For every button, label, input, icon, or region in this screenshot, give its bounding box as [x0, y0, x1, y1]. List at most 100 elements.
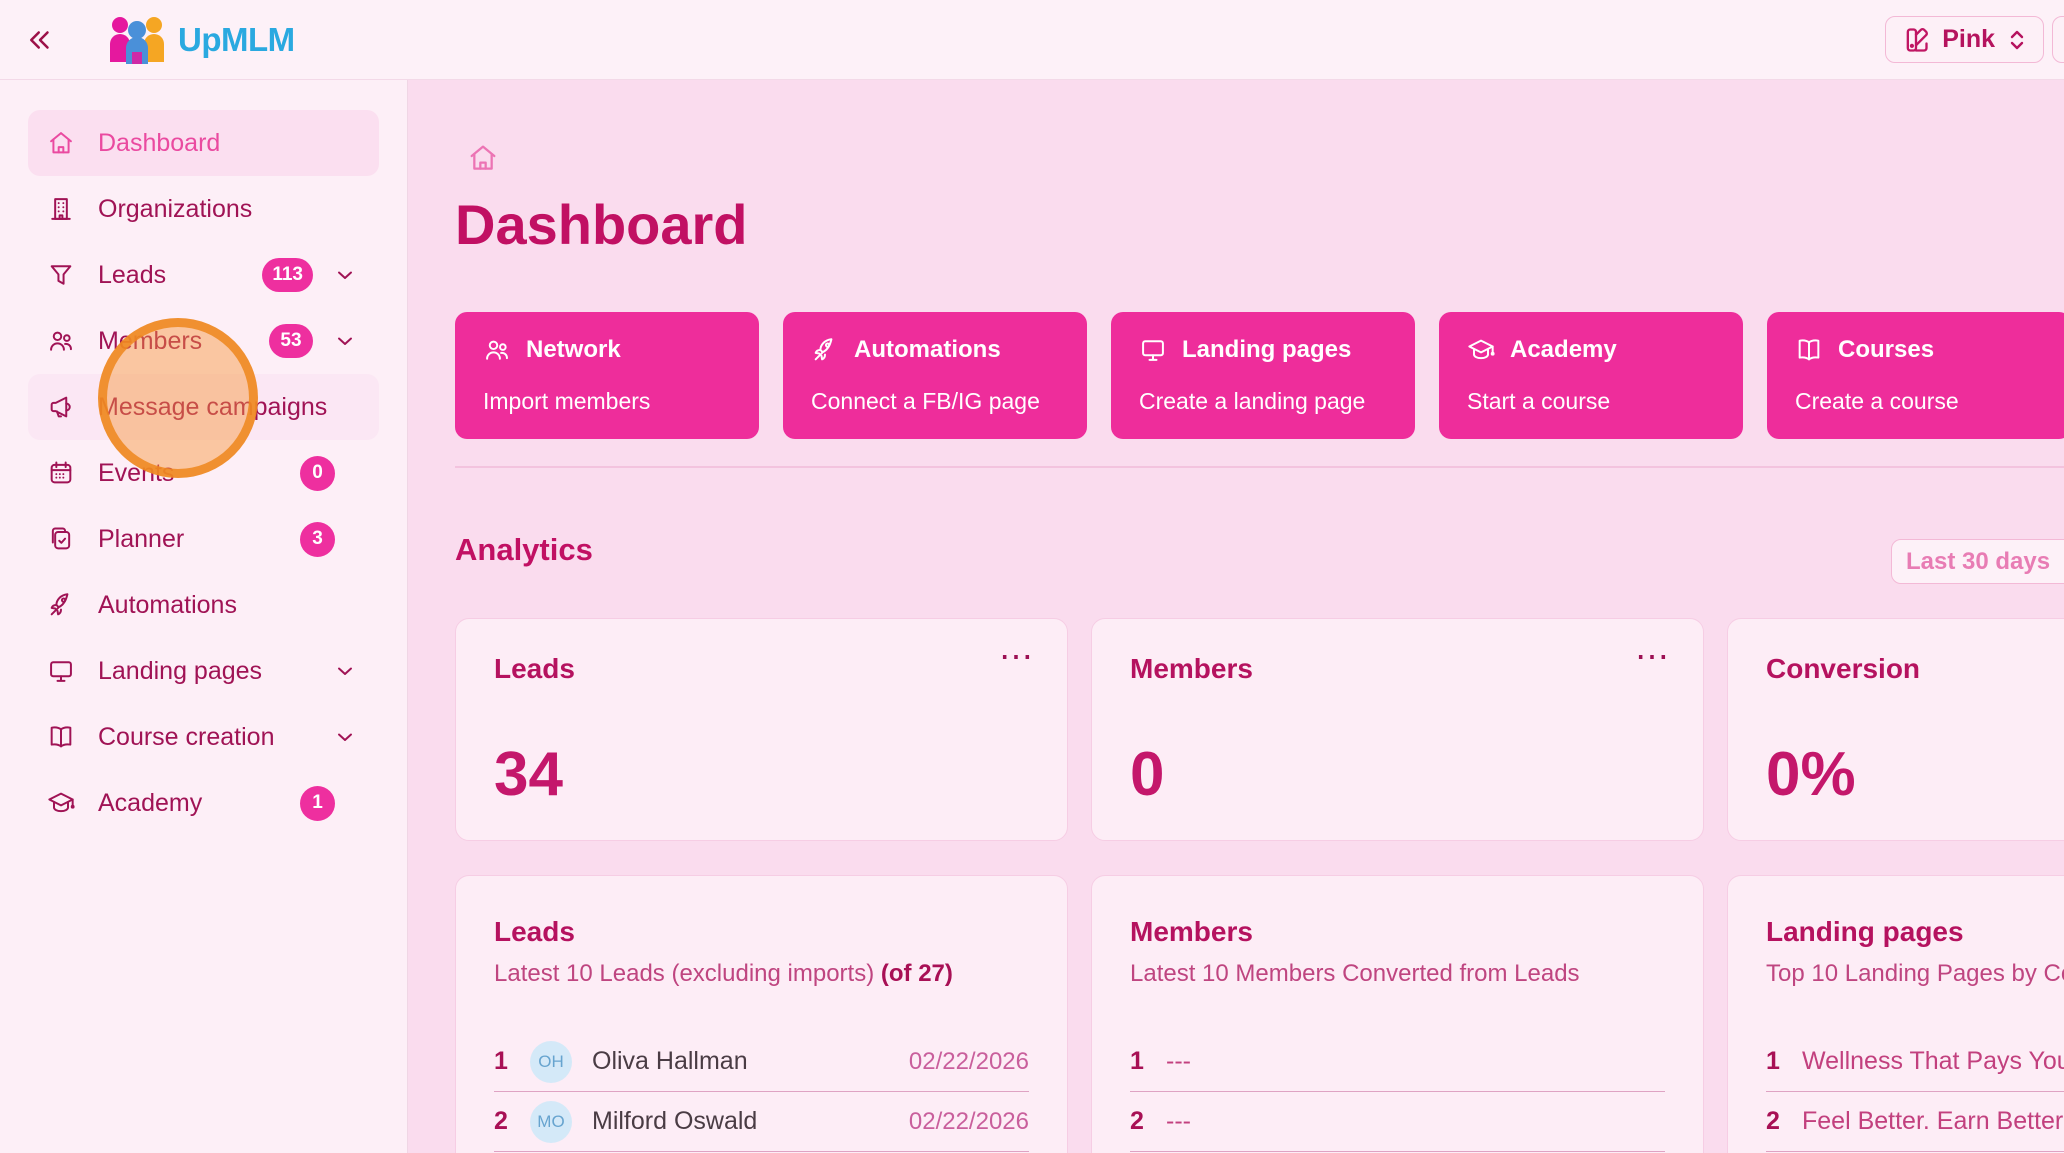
sidebar-nav: DashboardOrganizationsLeads113Members53M… — [0, 80, 408, 1153]
app-logo: UpMLM — [106, 14, 295, 66]
quick-action-courses[interactable]: CoursesCreate a course — [1767, 312, 2064, 439]
stat-card-conversion: Conversion 0% — [1727, 618, 2064, 841]
chevrons-left-icon — [25, 25, 55, 55]
sidebar-item-organizations[interactable]: Organizations — [28, 176, 379, 242]
sidebar-item-label: Organizations — [98, 195, 252, 224]
quick-action-network[interactable]: Network Import members — [455, 312, 759, 439]
sidebar-item-label: Academy — [98, 789, 202, 818]
sidebar-collapse-button[interactable] — [18, 18, 62, 62]
quick-action-subtitle: Start a course — [1467, 388, 1715, 415]
list-rows: 1Wellness That Pays You Back2Feel Better… — [1766, 1032, 2064, 1152]
list-row[interactable]: 2MO Milford Oswald02/22/2026 — [494, 1092, 1029, 1152]
row-index: 2 — [494, 1107, 530, 1136]
chevron-down-icon[interactable] — [333, 725, 357, 749]
stat-card-members: Members⋯0 — [1091, 618, 1704, 841]
count-badge: 1 — [300, 786, 335, 821]
brand-name: UpMLM — [178, 21, 295, 59]
quick-action-automations[interactable]: AutomationsConnect a FB/IG page — [783, 312, 1087, 439]
row-index: 1 — [494, 1047, 530, 1076]
quick-action-title: Automations — [854, 336, 1001, 364]
list-row[interactable]: 1OHOliva Hallman02/22/2026 — [494, 1032, 1029, 1092]
list-row[interactable]: 2--- — [1130, 1092, 1665, 1152]
list-row[interactable]: 1Wellness That Pays You Back — [1766, 1032, 2064, 1092]
quick-action-title: Network — [526, 336, 621, 364]
stat-value: 0% — [1766, 739, 1856, 810]
list-card-leads: Leads Latest 10 Leads (excluding imports)… — [455, 875, 1068, 1153]
avatar: MO — [530, 1101, 572, 1143]
quick-action-academy[interactable]: AcademyStart a course — [1439, 312, 1743, 439]
breadcrumb-home-icon[interactable] — [467, 142, 499, 174]
list-rows: 1---2--- — [1130, 1032, 1665, 1152]
sidebar-item-message-campaigns[interactable]: Message campaigns — [28, 374, 379, 440]
sidebar-item-label: Message campaigns — [98, 393, 327, 422]
monitor-icon — [1139, 336, 1167, 364]
sidebar-item-events[interactable]: Events 0 — [28, 440, 379, 506]
sidebar-item-label: Automations — [98, 591, 237, 620]
chevron-down-icon[interactable] — [333, 659, 357, 683]
count-badge: 0 — [300, 456, 335, 491]
people-icon — [483, 336, 511, 364]
people-icon — [46, 326, 76, 356]
quick-actions-row: Network Import members AutomationsConnect … — [455, 312, 2064, 439]
stat-cards-row: Leads⋯34Members⋯0Conversion0% — [455, 618, 2064, 841]
sidebar-item-dashboard[interactable]: Dashboard — [28, 110, 379, 176]
card-menu-ellipsis-icon[interactable]: ⋯ — [1635, 637, 1671, 677]
quick-action-subtitle: Import members — [483, 388, 731, 415]
row-index: 2 — [1766, 1107, 1802, 1136]
analytics-heading: Analytics — [455, 532, 593, 568]
rocket-icon — [46, 590, 76, 620]
book-icon — [1795, 336, 1823, 364]
quick-action-subtitle: Create a landing page — [1139, 388, 1387, 415]
row-date: 02/22/2026 — [909, 1108, 1029, 1136]
list-rows: 1OHOliva Hallman02/22/2026 2MO Milford Osw… — [494, 1032, 1029, 1152]
avatar: OH — [530, 1041, 572, 1083]
row-name: Milford Oswald — [592, 1107, 909, 1136]
list-card-members: MembersLatest 10 Members Converted from … — [1091, 875, 1704, 1153]
sidebar-item-leads[interactable]: Leads113 — [28, 242, 379, 308]
megaphone-icon — [46, 392, 76, 422]
planner-icon — [46, 524, 76, 554]
swatch-icon — [1902, 26, 1930, 54]
theme-selector-button[interactable]: Pink — [1885, 16, 2044, 63]
academy-icon — [1467, 336, 1495, 364]
sidebar-item-landing-pages[interactable]: Landing pages — [28, 638, 379, 704]
sidebar-item-label: Planner — [98, 525, 184, 554]
card-menu-ellipsis-icon[interactable]: ⋯ — [999, 637, 1035, 677]
edge-cut-button[interactable] — [2052, 16, 2064, 63]
list-title: Landing pages — [1766, 916, 2064, 948]
row-name: --- — [1166, 1047, 1665, 1076]
stat-title: Conversion — [1766, 653, 2064, 685]
date-range-label: Last 30 days — [1906, 548, 2050, 576]
funnel-icon — [46, 260, 76, 290]
logo-people-icon — [106, 14, 168, 66]
sidebar-item-planner[interactable]: Planner3 — [28, 506, 379, 572]
sidebar-item-label: Course creation — [98, 723, 274, 752]
row-index: 1 — [1130, 1047, 1166, 1076]
sidebar-item-label: Members — [98, 327, 202, 356]
monitor-icon — [46, 656, 76, 686]
date-range-button[interactable]: Last 30 days 01/2 — [1891, 539, 2064, 584]
quick-action-landing-pages[interactable]: Landing pagesCreate a landing page — [1111, 312, 1415, 439]
sidebar-item-label: Events — [98, 459, 174, 488]
top-bar: UpMLM Pink — [0, 0, 2064, 80]
list-subtitle: Top 10 Landing Pages by Conversion — [1766, 960, 2064, 988]
sidebar-item-academy[interactable]: Academy 1 — [28, 770, 379, 836]
count-badge: 53 — [269, 324, 313, 358]
count-badge: 113 — [262, 258, 313, 292]
updown-icon — [2007, 28, 2027, 52]
main-content: Dashboard Network Import members Automatio… — [408, 80, 2064, 1153]
chevron-down-icon[interactable] — [333, 263, 357, 287]
row-name: --- — [1166, 1107, 1665, 1136]
sidebar-item-course-creation[interactable]: Course creation — [28, 704, 379, 770]
list-title: Leads — [494, 916, 1029, 948]
page-title: Dashboard — [455, 192, 748, 257]
list-row[interactable]: 1--- — [1130, 1032, 1665, 1092]
list-row[interactable]: 2Feel Better. Earn Better. — [1766, 1092, 2064, 1152]
chevron-down-icon[interactable] — [333, 329, 357, 353]
sidebar-item-automations[interactable]: Automations — [28, 572, 379, 638]
list-subtitle: Latest 10 Leads (excluding imports) (of … — [494, 960, 1029, 988]
rocket-icon — [811, 336, 839, 364]
list-subtitle: Latest 10 Members Converted from Leads — [1130, 960, 1665, 988]
sidebar-item-members[interactable]: Members 53 — [28, 308, 379, 374]
calendar-icon — [46, 458, 76, 488]
